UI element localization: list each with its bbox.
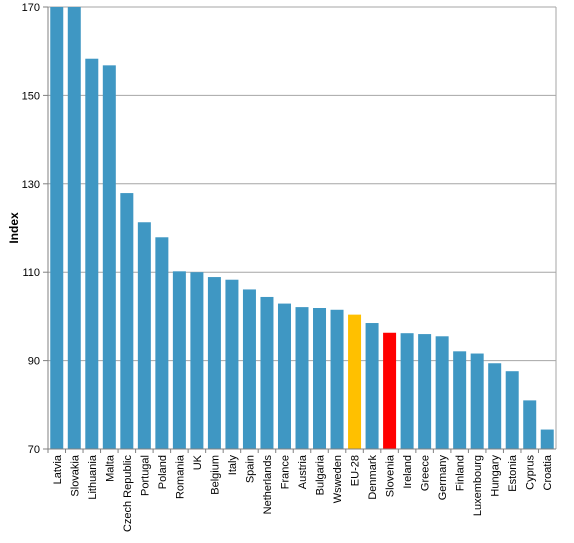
bar-italy	[225, 279, 239, 449]
x-tick-label: Italy	[227, 455, 239, 476]
y-tick-labels: 70 90 110 130 150 170	[22, 2, 40, 456]
bar-bulgaria	[313, 308, 327, 449]
x-tick-label: Portugal	[139, 455, 151, 496]
x-tick-label: Finland	[455, 455, 467, 491]
bar-slovakia	[67, 7, 81, 449]
x-tick-label: Latvia	[52, 454, 64, 484]
x-tick-label: Wsweden	[332, 455, 344, 503]
y-tick-label: 70	[28, 444, 40, 456]
axes	[43, 6, 557, 453]
bar-finland	[453, 351, 467, 449]
x-tick-label: EU-28	[350, 455, 362, 486]
bar-slovenia	[383, 332, 397, 449]
bar-romania	[172, 271, 186, 449]
y-tick-label: 170	[22, 2, 40, 14]
bar-lithuania	[85, 58, 99, 450]
x-tick-label: Ireland	[402, 455, 414, 489]
x-tick-label: Czech Republic	[122, 455, 134, 533]
bar-malta	[102, 65, 116, 450]
x-tick-label: Cyprus	[525, 455, 537, 490]
y-tick-label: 130	[22, 179, 40, 191]
x-tick-label: Estonia	[507, 454, 519, 492]
bar-belgium	[207, 277, 221, 449]
bar-luxembourg	[470, 353, 484, 449]
x-tick-labels: Latvia Slovakia Lithuania Malta Czech Republ…	[52, 454, 554, 532]
x-tick-label: Hungary	[490, 455, 502, 497]
bar-hungary	[488, 363, 502, 449]
bar-netherlands	[260, 296, 274, 449]
x-tick-label: Romania	[174, 454, 186, 499]
x-tick-label: Malta	[104, 454, 116, 482]
x-tick-label: France	[279, 455, 291, 489]
bar-ireland	[400, 333, 414, 449]
bar-croatia	[540, 429, 554, 449]
bar-france	[277, 303, 291, 449]
bar-estonia	[505, 371, 519, 449]
bar-greece	[418, 334, 432, 449]
x-tick-label: Netherlands	[262, 455, 274, 515]
y-axis-title: Index	[7, 212, 21, 244]
x-tick-label: Luxembourg	[472, 455, 484, 516]
bar-wsweden	[330, 309, 344, 449]
bar-germany	[435, 336, 449, 449]
bar-spain	[242, 289, 256, 449]
x-tick-label: Slovakia	[69, 454, 81, 496]
bar-eu-28	[348, 314, 362, 449]
x-tick-label: Denmark	[367, 455, 379, 500]
bar-poland	[155, 237, 169, 449]
bar-austria	[295, 307, 309, 449]
x-tick-label: Lithuania	[87, 454, 99, 500]
y-tick-label: 90	[28, 356, 40, 368]
x-tick-label: Slovenia	[385, 454, 397, 497]
bar-latvia	[50, 7, 64, 449]
bar-cyprus	[523, 400, 537, 449]
y-tick-label: 150	[22, 90, 40, 102]
x-tick-label: UK	[192, 454, 204, 470]
x-tick-label: Croatia	[542, 454, 554, 490]
x-tick-label: Spain	[244, 455, 256, 483]
bar-denmark	[365, 323, 379, 449]
bar-uk	[190, 272, 204, 449]
bar-portugal	[137, 222, 151, 449]
x-tick-label: Austria	[297, 454, 309, 489]
x-tick-label: Greece	[420, 455, 432, 491]
bars	[50, 7, 554, 450]
x-tick-label: Germany	[437, 455, 449, 501]
bar-czech-republic	[120, 193, 134, 449]
x-tick-label: Bulgaria	[315, 454, 327, 495]
x-tick-label: Poland	[157, 455, 169, 489]
y-tick-label: 110	[22, 267, 40, 279]
x-tick-label: Belgium	[209, 455, 221, 495]
